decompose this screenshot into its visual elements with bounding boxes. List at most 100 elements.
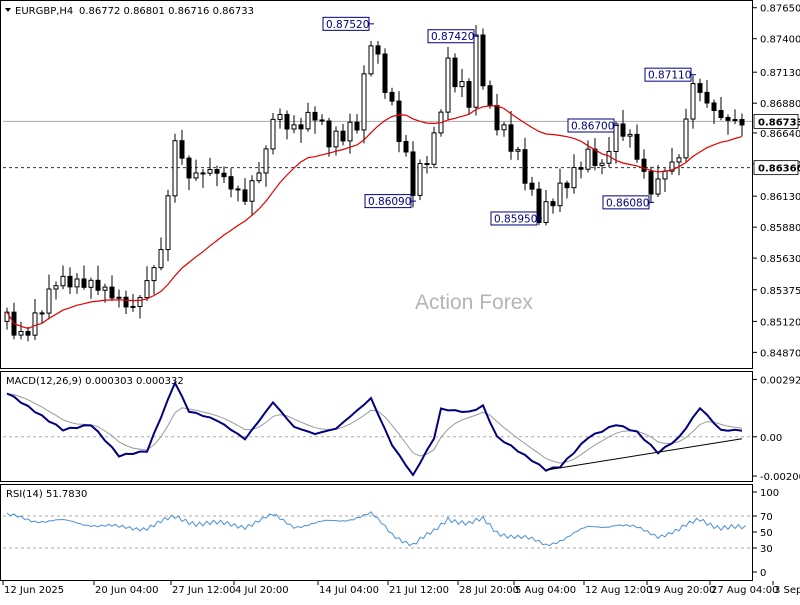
time-tick-label: 3 Sep 12:00 [774, 585, 800, 596]
rsi-tick-label: 70 [760, 512, 773, 523]
time-tick-label: 4 Jul 20:00 [235, 585, 289, 596]
candle [256, 162, 262, 184]
rsi-indicator [3, 511, 752, 549]
candle [522, 137, 528, 191]
time-tick-label: 5 Aug 04:00 [515, 585, 576, 596]
price-tick-label: 0.85120 [760, 317, 800, 328]
candle [683, 108, 689, 162]
candle [137, 294, 143, 319]
svg-text:0.87110: 0.87110 [648, 70, 691, 82]
price-tick-label: 0.85375 [760, 286, 800, 297]
candle [599, 159, 605, 175]
svg-text:0.87520: 0.87520 [326, 19, 369, 31]
rsi-label: RSI(14) 51.7830 [6, 489, 87, 500]
candle [326, 117, 332, 157]
moving-average-series [6, 105, 743, 330]
candle [676, 154, 682, 176]
candle [375, 41, 381, 64]
candle [480, 28, 486, 90]
price-annotation: 0.86700 [567, 118, 619, 133]
candle [214, 165, 220, 187]
rsi-tick-label: 100 [760, 488, 779, 499]
candle [641, 149, 647, 179]
price-annotation: 0.87110 [644, 67, 696, 82]
price-annotation: 0.87420 [427, 29, 479, 44]
price-tick-label: 0.87130 [760, 68, 800, 79]
candle [109, 275, 115, 301]
time-tick-label: 28 Jul 20:00 [459, 585, 519, 596]
candle [242, 178, 248, 206]
candle [46, 274, 52, 320]
candle [207, 157, 213, 176]
rsi-panel-frame [0, 484, 753, 581]
price-annotations: 0.87520 0.87420 0.86090 0.85950 0.86700 0.860… [322, 16, 696, 226]
candle [172, 133, 178, 203]
candle [18, 321, 24, 340]
candle [116, 289, 122, 308]
symbol-label: EURGBP,H4 [15, 6, 73, 17]
macd-tick-label: 0.00 [760, 433, 782, 444]
candle [739, 113, 745, 137]
candle [25, 326, 31, 342]
candle [403, 135, 409, 157]
rsi-tick-label: 50 [760, 528, 773, 539]
candle [130, 293, 136, 312]
candle [410, 141, 416, 208]
candle [578, 161, 584, 179]
rsi-line [6, 511, 746, 547]
candle [88, 277, 94, 299]
macd-tick-label: 0.002925 [760, 375, 800, 386]
time-axis: 12 Jun 2025 20 Jun 04:00 27 Jun 12:00 4 Jul… [2, 581, 800, 596]
candle [284, 110, 290, 140]
ohlc-readout: 0.86772 0.86801 0.86716 0.86733 [79, 6, 254, 17]
candle [501, 121, 507, 137]
candle [354, 114, 360, 134]
macd-indicator [3, 380, 752, 477]
candle [298, 117, 304, 143]
candle [368, 40, 374, 77]
moving-average-line [6, 105, 743, 330]
price-tick-label: 0.85630 [760, 254, 800, 265]
candle [718, 97, 724, 121]
time-tick-label: 12 Jun 2025 [4, 585, 64, 596]
candle [144, 266, 150, 301]
candle [158, 237, 164, 271]
candle [452, 53, 458, 93]
candle [32, 298, 38, 341]
candle [382, 48, 388, 99]
price-tick-label: 0.86130 [760, 192, 800, 203]
macd-line [6, 380, 743, 477]
candle [557, 168, 563, 212]
time-tick-label: 12 Aug 12:00 [585, 585, 652, 596]
candle [151, 265, 157, 295]
svg-text:0.86090: 0.86090 [368, 196, 411, 208]
candle [613, 121, 619, 164]
rsi-tick-label: 30 [760, 544, 773, 555]
candle [725, 114, 731, 135]
candle [536, 181, 542, 226]
symbol-dropdown-icon[interactable] [5, 8, 11, 12]
time-tick-label: 27 Aug 04:00 [711, 585, 778, 596]
candle [165, 189, 171, 262]
price-tick-label: 0.86640 [760, 129, 800, 140]
candle [361, 65, 367, 144]
candle [389, 87, 395, 106]
candle [60, 265, 66, 290]
candle [424, 156, 430, 174]
candle [529, 176, 535, 196]
candle [704, 79, 710, 108]
candle [270, 112, 276, 155]
macd-trendline [545, 438, 743, 471]
macd-label: MACD(12,26,9) 0.000303 0.000332 [6, 376, 184, 387]
rsi-axis: 100 70 50 30 0 [752, 488, 779, 579]
candle [620, 109, 626, 141]
svg-text:0.86360: 0.86360 [758, 164, 800, 175]
time-tick-label: 19 Aug 20:00 [648, 585, 715, 596]
time-tick-label: 14 Jul 04:00 [319, 585, 379, 596]
current-price-tag: 0.86733 [753, 114, 800, 129]
candle [291, 115, 297, 134]
macd-signal-line [6, 393, 743, 464]
candle [431, 126, 437, 169]
price-annotation: 0.86080 [602, 195, 654, 210]
candle [312, 106, 318, 134]
